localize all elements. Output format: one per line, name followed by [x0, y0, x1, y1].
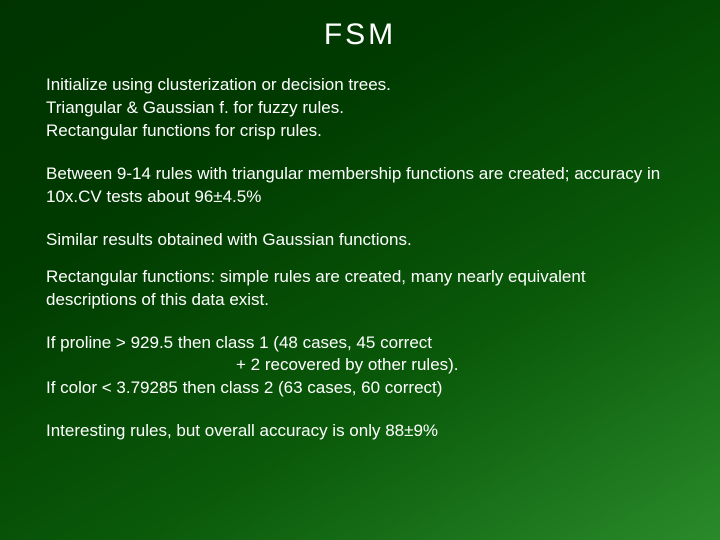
slide-title: FSM — [46, 18, 674, 52]
para-rectangular: Rectangular functions: simple rules are … — [46, 266, 674, 312]
para-triangular-rules: Between 9-14 rules with triangular membe… — [46, 163, 674, 209]
line-init-1: Initialize using clusterization or decis… — [46, 75, 391, 94]
para-init: Initialize using clusterization or decis… — [46, 74, 674, 143]
slide-container: FSM Initialize using clusterization or d… — [0, 0, 720, 540]
line-init-3: Rectangular functions for crisp rules. — [46, 121, 322, 140]
para-conclusion: Interesting rules, but overall accuracy … — [46, 420, 674, 443]
para-gaussian: Similar results obtained with Gaussian f… — [46, 229, 674, 252]
line-init-2: Triangular & Gaussian f. for fuzzy rules… — [46, 98, 344, 117]
rule-color: If color < 3.79285 then class 2 (63 case… — [46, 378, 442, 397]
rule-proline: If proline > 929.5 then class 1 (48 case… — [46, 333, 432, 352]
para-rules-example: If proline > 929.5 then class 1 (48 case… — [46, 332, 674, 401]
rule-proline-cont: + 2 recovered by other rules). — [46, 355, 459, 374]
